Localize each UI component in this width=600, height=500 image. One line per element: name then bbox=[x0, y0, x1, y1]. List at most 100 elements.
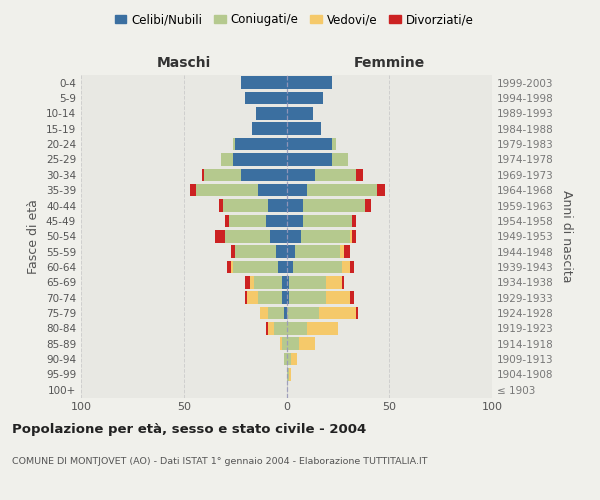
Bar bbox=[344, 246, 350, 258]
Bar bbox=[280, 338, 283, 350]
Bar bbox=[260, 306, 268, 320]
Bar bbox=[274, 322, 287, 334]
Bar bbox=[268, 199, 287, 212]
Bar bbox=[352, 214, 356, 227]
Bar bbox=[225, 214, 229, 227]
Text: Femmine: Femmine bbox=[353, 56, 425, 70]
Bar bbox=[289, 276, 326, 288]
Bar bbox=[287, 138, 332, 150]
Bar bbox=[233, 138, 235, 150]
Bar bbox=[287, 353, 290, 366]
Bar bbox=[287, 184, 307, 196]
Bar bbox=[278, 260, 287, 274]
Y-axis label: Fasce di età: Fasce di età bbox=[28, 199, 40, 274]
Bar bbox=[315, 168, 356, 181]
Bar bbox=[287, 338, 299, 350]
Bar bbox=[303, 199, 365, 212]
Bar bbox=[350, 230, 352, 242]
Bar bbox=[276, 246, 287, 258]
Bar bbox=[258, 292, 283, 304]
Bar bbox=[218, 199, 223, 212]
Bar bbox=[340, 246, 344, 258]
Bar bbox=[251, 122, 287, 135]
Bar bbox=[233, 260, 278, 274]
Bar bbox=[365, 199, 371, 212]
Legend: Celibi/Nubili, Coniugati/e, Vedovi/e, Divorziati/e: Celibi/Nubili, Coniugati/e, Vedovi/e, Di… bbox=[110, 8, 478, 31]
Bar bbox=[287, 107, 313, 120]
Bar bbox=[352, 230, 356, 242]
Bar bbox=[223, 199, 268, 212]
Bar bbox=[307, 184, 377, 196]
Bar bbox=[196, 184, 258, 196]
Bar bbox=[268, 322, 274, 334]
Bar bbox=[350, 292, 355, 304]
Bar bbox=[356, 168, 362, 181]
Bar bbox=[287, 92, 323, 104]
Bar bbox=[287, 153, 332, 166]
Bar bbox=[284, 353, 287, 366]
Bar bbox=[319, 306, 356, 320]
Bar bbox=[289, 368, 290, 381]
Bar bbox=[342, 276, 344, 288]
Bar bbox=[326, 292, 350, 304]
Bar bbox=[233, 153, 287, 166]
Bar bbox=[283, 292, 287, 304]
Bar bbox=[293, 260, 342, 274]
Bar bbox=[287, 276, 289, 288]
Bar bbox=[241, 168, 287, 181]
Bar bbox=[270, 230, 287, 242]
Bar bbox=[235, 246, 276, 258]
Bar bbox=[258, 184, 287, 196]
Bar bbox=[227, 260, 231, 274]
Bar bbox=[221, 153, 233, 166]
Bar bbox=[215, 230, 225, 242]
Bar bbox=[287, 306, 319, 320]
Bar bbox=[231, 246, 235, 258]
Bar bbox=[247, 292, 258, 304]
Bar bbox=[287, 230, 301, 242]
Bar bbox=[225, 230, 270, 242]
Bar bbox=[287, 322, 307, 334]
Bar bbox=[235, 138, 287, 150]
Bar bbox=[307, 322, 338, 334]
Bar bbox=[377, 184, 385, 196]
Bar bbox=[231, 260, 233, 274]
Bar bbox=[356, 306, 358, 320]
Bar bbox=[190, 184, 196, 196]
Bar bbox=[266, 214, 287, 227]
Bar bbox=[254, 276, 283, 288]
Bar bbox=[245, 292, 247, 304]
Bar bbox=[301, 230, 350, 242]
Bar bbox=[287, 246, 295, 258]
Bar bbox=[342, 260, 350, 274]
Y-axis label: Anni di nascita: Anni di nascita bbox=[560, 190, 573, 282]
Bar bbox=[326, 276, 342, 288]
Bar bbox=[287, 168, 315, 181]
Bar bbox=[287, 260, 293, 274]
Bar bbox=[283, 276, 287, 288]
Bar bbox=[245, 92, 287, 104]
Bar bbox=[303, 214, 352, 227]
Bar bbox=[287, 214, 303, 227]
Bar bbox=[284, 306, 287, 320]
Bar bbox=[202, 168, 205, 181]
Bar bbox=[332, 153, 348, 166]
Bar bbox=[287, 368, 289, 381]
Bar bbox=[350, 260, 355, 274]
Text: COMUNE DI MONTJOVET (AO) - Dati ISTAT 1° gennaio 2004 - Elaborazione TUTTITALIA.: COMUNE DI MONTJOVET (AO) - Dati ISTAT 1°… bbox=[12, 458, 427, 466]
Bar bbox=[287, 122, 322, 135]
Bar bbox=[250, 276, 254, 288]
Bar bbox=[229, 214, 266, 227]
Bar bbox=[295, 246, 340, 258]
Text: Popolazione per età, sesso e stato civile - 2004: Popolazione per età, sesso e stato civil… bbox=[12, 422, 366, 436]
Bar bbox=[241, 76, 287, 89]
Bar bbox=[283, 338, 287, 350]
Bar bbox=[289, 292, 326, 304]
Text: Maschi: Maschi bbox=[157, 56, 211, 70]
Bar bbox=[256, 107, 287, 120]
Bar bbox=[287, 292, 289, 304]
Bar bbox=[332, 138, 336, 150]
Bar bbox=[266, 322, 268, 334]
Bar bbox=[205, 168, 241, 181]
Bar bbox=[287, 199, 303, 212]
